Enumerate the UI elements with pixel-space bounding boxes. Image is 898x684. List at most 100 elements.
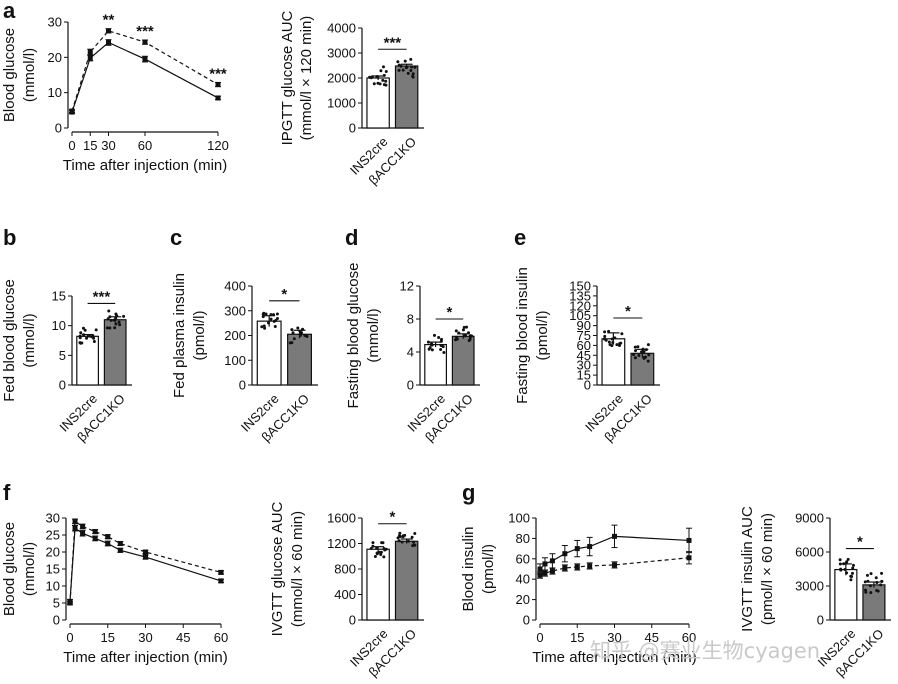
data-marker	[92, 529, 98, 535]
significance-label: *	[625, 303, 631, 320]
y-tick-label: 800	[334, 562, 356, 577]
data-point	[467, 338, 471, 342]
data-point	[839, 568, 843, 572]
data-point	[398, 531, 402, 535]
data-point	[107, 309, 111, 313]
y-tick-label: 400	[334, 587, 356, 602]
data-marker	[574, 546, 580, 552]
data-point	[275, 312, 279, 316]
y-tick-label: 45	[577, 348, 591, 363]
data-point	[462, 325, 466, 329]
data-marker	[537, 566, 543, 572]
data-point	[869, 572, 873, 576]
y-tick-label: 15	[52, 289, 66, 304]
data-point	[377, 550, 381, 554]
data-marker	[87, 49, 93, 55]
data-point	[875, 589, 879, 593]
data-marker	[542, 570, 548, 576]
bar-bacc1ko	[394, 540, 419, 621]
data-marker	[117, 547, 123, 553]
watermark-text: 知乎 @赛业生物cyagen	[590, 639, 820, 663]
data-point	[92, 340, 96, 344]
data-point	[114, 322, 118, 326]
y-tick-label: 0	[59, 378, 66, 393]
y-axis-label: Fed plasma insulin	[171, 273, 188, 398]
data-point	[640, 350, 644, 354]
y-tick-label: 0	[55, 121, 62, 136]
data-point	[273, 324, 277, 328]
data-point	[263, 326, 267, 330]
data-point	[401, 68, 405, 72]
data-point	[109, 318, 113, 322]
data-marker	[142, 39, 148, 45]
significance-label: **	[103, 12, 115, 29]
data-point	[644, 348, 648, 352]
data-point	[397, 539, 401, 543]
data-point	[381, 541, 385, 545]
x-tick-label: 0	[536, 630, 543, 645]
data-marker	[72, 518, 78, 524]
data-point	[381, 78, 385, 82]
x-tick-label: 120	[207, 138, 229, 153]
data-point	[644, 355, 648, 359]
panel-letter: f	[3, 480, 11, 505]
y-tick-label: 9000	[795, 511, 824, 526]
y-tick-label: 30	[46, 511, 60, 526]
data-point	[261, 315, 265, 319]
data-point	[298, 333, 302, 337]
data-point	[602, 337, 606, 341]
data-point	[880, 579, 884, 583]
data-point	[410, 535, 414, 539]
y-axis-label: IVGTT insulin AUC	[739, 506, 756, 632]
data-point	[864, 590, 868, 594]
y-tick-label: 0	[349, 121, 356, 136]
data-point	[607, 340, 611, 344]
y-tick-label: 80	[516, 531, 530, 546]
data-point	[430, 348, 434, 352]
data-point	[607, 329, 611, 333]
data-point	[397, 68, 401, 72]
data-marker	[105, 534, 111, 540]
data-point	[301, 327, 305, 331]
data-point	[269, 317, 273, 321]
data-point	[291, 331, 295, 335]
data-point	[376, 81, 380, 85]
data-point	[79, 331, 83, 335]
data-point	[413, 65, 417, 69]
data-point	[467, 331, 471, 335]
y-axis-label: Blood glucose	[1, 28, 18, 122]
y-tick-label: 120	[569, 298, 591, 313]
data-point	[303, 333, 307, 337]
significance-label: *	[857, 534, 863, 551]
y-tick-label: 105	[569, 308, 591, 323]
y-tick-label: 0	[349, 613, 356, 628]
data-point	[845, 571, 849, 575]
y-tick-label: 6000	[795, 545, 824, 560]
data-point	[379, 550, 383, 554]
y-tick-label: 0	[817, 613, 824, 628]
data-point	[290, 341, 294, 345]
y-tick-label: 0	[239, 378, 246, 393]
data-point	[400, 540, 404, 544]
y-tick-label: 3000	[795, 579, 824, 594]
y-tick-label: 60	[577, 338, 591, 353]
series-line-bacc1ko	[539, 557, 690, 576]
data-point	[298, 331, 302, 335]
y-axis-label: (pmol/l × 60 min)	[759, 513, 776, 625]
bar-chart-e: 0153045607590105120135150INS2creβACC1KO*…	[514, 225, 660, 445]
data-point	[869, 591, 873, 595]
x-tick-label: 45	[645, 630, 659, 645]
data-point	[369, 547, 373, 551]
y-tick-label: 25	[46, 528, 60, 543]
data-point	[842, 562, 846, 566]
data-point	[384, 69, 388, 73]
data-point	[403, 59, 407, 63]
data-marker	[537, 572, 543, 578]
bar-bacc1ko	[394, 65, 419, 129]
data-marker	[612, 533, 617, 539]
data-point	[122, 314, 126, 318]
data-point	[646, 359, 650, 363]
significance-label: ***	[209, 65, 227, 82]
data-marker	[215, 82, 221, 88]
